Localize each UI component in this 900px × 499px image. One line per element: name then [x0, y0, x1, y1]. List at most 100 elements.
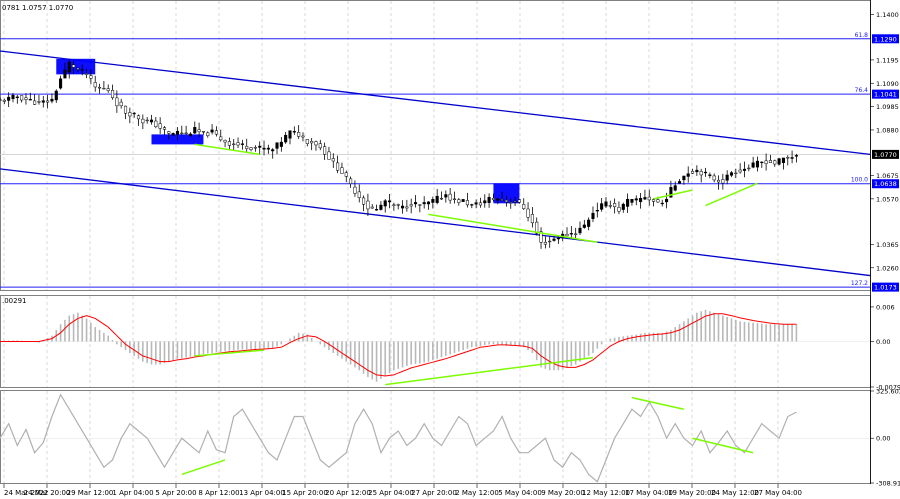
time-tick-label: 15 Apr 20:00: [282, 489, 328, 497]
candle-body: [362, 197, 366, 205]
candle-body: [54, 90, 58, 101]
candle-body: [353, 186, 357, 194]
candle-body: [738, 169, 742, 173]
cci-line: [0, 393, 797, 483]
cci-tick-label: 0.00: [876, 435, 890, 443]
time-tick-label: 27 Apr 20:00: [411, 489, 457, 497]
candle-body: [716, 179, 721, 183]
candle-body: [175, 130, 180, 135]
time-tick-label: 29 Mar 12:00: [67, 489, 114, 497]
candle-body: [500, 199, 504, 201]
current-price-tag-label: 1.0770: [874, 151, 897, 159]
candle-body: [712, 175, 716, 181]
macd-tick-label: -0.00791: [876, 384, 900, 392]
price-pane[interactable]: 61.8 76.4 100.0 127.2 0781 1.0757 1.0770: [0, 0, 871, 291]
divergence-line: [705, 182, 758, 207]
trend-channel: [0, 50, 871, 277]
candle-body: [565, 233, 569, 237]
candle-body: [292, 131, 296, 133]
price-tick-label: 1.1090: [876, 80, 899, 88]
price-tick-label: 1.1195: [876, 56, 899, 64]
candle-body: [768, 160, 772, 163]
price-candles: [0, 59, 798, 249]
time-tick-label: 17 May 04:00: [625, 489, 673, 497]
cci-grid: [0, 391, 870, 483]
candle-body: [197, 129, 201, 132]
candle-body: [80, 69, 84, 71]
candle-body: [686, 173, 690, 177]
candle-body: [400, 205, 405, 209]
fib-level-label: 76.4: [855, 87, 869, 94]
candle-body: [123, 105, 128, 114]
candle-body: [496, 198, 500, 201]
candle-body: [591, 212, 595, 219]
macd-histogram: [0, 309, 798, 382]
candle-body: [634, 198, 638, 201]
candle-body: [474, 202, 478, 205]
candle-body: [764, 160, 768, 164]
time-tick-label: 25 Apr 04:00: [368, 489, 414, 497]
candle-body: [288, 130, 292, 139]
candle-body: [28, 99, 32, 101]
macd-tick-label: 0.00: [876, 338, 890, 346]
highlight-box: [56, 58, 96, 75]
candle-body: [375, 209, 379, 211]
candle-body: [444, 194, 448, 198]
time-tick-label: 5 Apr 20:00: [155, 489, 196, 497]
candle-body: [522, 204, 526, 209]
candle-body: [703, 171, 708, 174]
current-price-tag: [872, 149, 899, 159]
highlight-box: [493, 183, 520, 204]
candle-body: [314, 141, 318, 146]
candle-body: [323, 146, 327, 155]
price-tick-label: 1.0570: [876, 195, 899, 203]
candle-body: [370, 206, 374, 209]
candle-body: [210, 129, 214, 133]
time-tick-label: 2 May 12:00: [455, 489, 499, 497]
candle-body: [379, 204, 383, 210]
candle-body: [262, 147, 266, 150]
candle-body: [67, 61, 71, 73]
candle-body: [418, 204, 422, 206]
candle-body: [742, 168, 747, 171]
candle-body: [7, 96, 11, 101]
candle-body: [388, 200, 392, 203]
candle-body: [422, 202, 426, 205]
candle-body: [431, 199, 435, 203]
candle-body: [11, 94, 15, 100]
cci-pane[interactable]: [0, 390, 871, 484]
cci-tick-label: 325.6039: [876, 388, 900, 396]
candle-body: [513, 200, 517, 203]
fib-price-tag: [872, 282, 899, 292]
candle-body: [214, 130, 218, 135]
candle-body: [2, 99, 6, 102]
candle-body: [0, 99, 2, 101]
divergence-line: [385, 356, 594, 386]
candle-body: [240, 143, 244, 145]
candle-body: [227, 141, 231, 146]
price-pane-frame: [0, 0, 871, 291]
candle-body: [89, 75, 93, 79]
candle-body: [794, 155, 798, 157]
macd-tick-label: 0.006: [876, 303, 895, 311]
macd-pane[interactable]: .00291: [0, 295, 871, 388]
candle-body: [439, 197, 444, 200]
candle-body: [15, 96, 19, 98]
candle-body: [405, 206, 409, 209]
price-axis: 1.1400 1.1195 1.1090 1.0985 1.0880 1.0675 1.05…: [870, 0, 899, 484]
fib-price-tag: [872, 179, 899, 189]
candle-body: [699, 171, 703, 176]
candle-body: [162, 127, 167, 130]
price-tick-label: 1.0985: [876, 103, 899, 111]
candle-body: [595, 210, 599, 212]
candle-body: [249, 147, 253, 150]
candle-body: [574, 233, 578, 235]
time-tick-label: 9 May 20:00: [541, 489, 585, 497]
candle-body: [530, 214, 534, 224]
candle-body: [98, 86, 102, 89]
time-tick-label: 8 Apr 12:00: [198, 489, 239, 497]
candle-body: [232, 143, 236, 145]
price-tick-label: 1.1400: [876, 11, 899, 19]
candle-body: [487, 196, 491, 203]
